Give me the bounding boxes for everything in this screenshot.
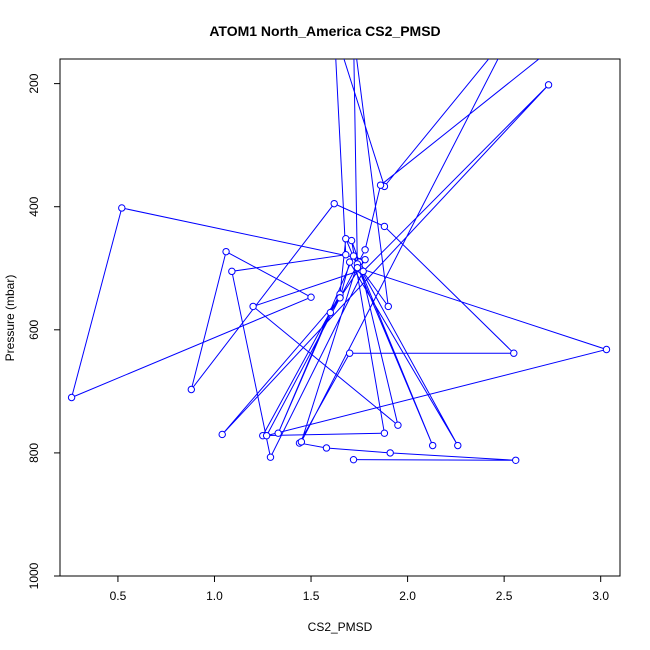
data-point [249, 302, 257, 311]
x-axis-label: CS2_PMSD [308, 620, 373, 634]
data-point [228, 267, 236, 276]
data-point [330, 199, 338, 208]
data-point [118, 204, 126, 212]
data-point [602, 345, 611, 354]
x-tick-label: 2.0 [399, 589, 416, 603]
y-axis: 200 400 600 800 1000 [27, 73, 60, 589]
data-point [274, 429, 282, 437]
data-point [454, 441, 462, 450]
data-point [512, 456, 520, 464]
data-point [342, 251, 350, 259]
data-point [384, 302, 392, 311]
x-tick-label: 0.5 [110, 589, 127, 603]
x-tick-label: 3.0 [592, 589, 609, 603]
data-point [345, 258, 354, 266]
data-point [510, 349, 518, 357]
x-tick-label: 1.0 [206, 589, 223, 603]
data-point [262, 431, 271, 440]
y-axis-label: Pressure (mbar) [3, 275, 17, 362]
data-point [428, 441, 437, 450]
y-tick-label: 1000 [27, 562, 41, 589]
data-point [380, 429, 389, 437]
data-series [67, 59, 611, 464]
series-line [70, 59, 609, 461]
y-tick-label: 400 [27, 196, 41, 216]
data-point [361, 246, 369, 254]
data-point [376, 181, 385, 189]
data-point [67, 393, 76, 402]
data-point [394, 421, 402, 429]
x-tick-label: 1.5 [303, 589, 320, 603]
data-point [187, 385, 196, 394]
data-point [386, 449, 394, 457]
plot-frame [59, 58, 621, 577]
data-point [359, 267, 367, 276]
data-point [297, 438, 306, 446]
x-tick-label: 2.5 [496, 589, 513, 603]
y-tick-label: 200 [27, 73, 41, 93]
data-point [544, 81, 553, 89]
data-point [349, 455, 358, 464]
y-tick-label: 800 [27, 443, 41, 463]
data-point [307, 293, 315, 301]
x-axis: 0.5 1.0 1.5 2.0 2.5 3.0 [110, 576, 609, 603]
data-point [266, 453, 275, 461]
data-point [345, 349, 354, 357]
data-point [218, 430, 226, 439]
y-tick-label: 600 [27, 319, 41, 339]
data-point [222, 247, 230, 256]
data-point [353, 263, 362, 272]
data-point [322, 444, 331, 452]
data-point [349, 252, 358, 260]
data-point [380, 222, 389, 231]
data-point [336, 294, 344, 302]
data-point [347, 236, 356, 245]
chart-title: ATOM1 North_America CS2_PMSD [209, 23, 440, 39]
data-point [326, 308, 335, 317]
